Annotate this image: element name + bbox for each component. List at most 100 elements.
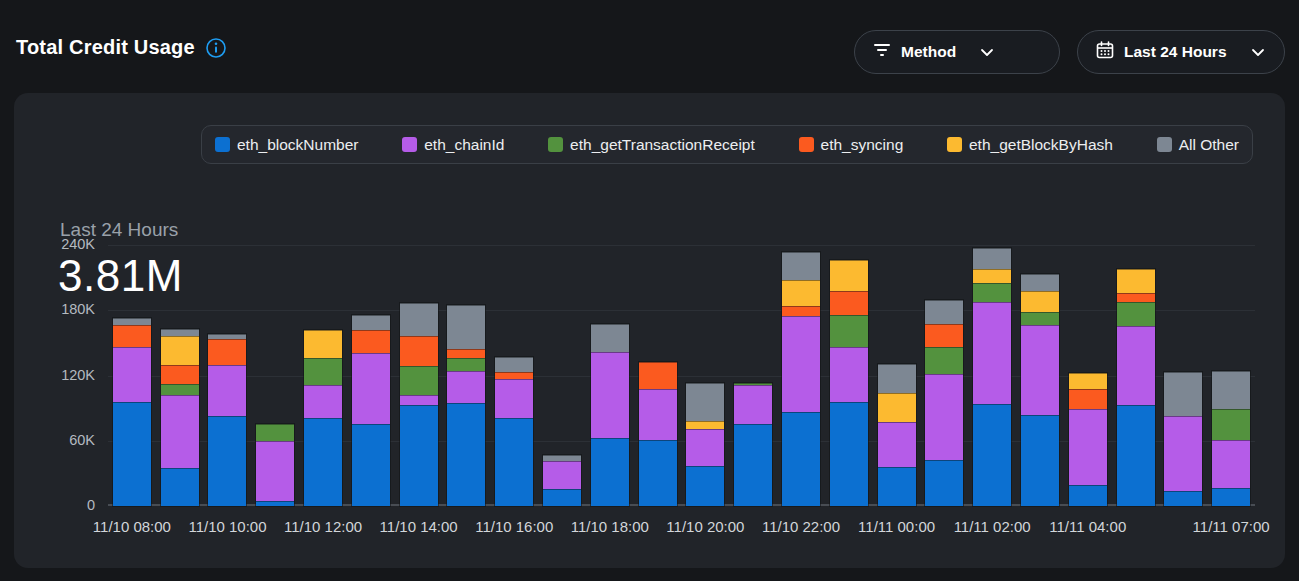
x-axis-label: 11/10 16:00 bbox=[475, 518, 553, 535]
bar-segment-eth_chainid bbox=[1021, 325, 1059, 414]
bar-segment-eth_gettransactionreceipt bbox=[1212, 409, 1250, 439]
bar-segment-all-other bbox=[1164, 372, 1202, 416]
bar-segment-all-other bbox=[1021, 274, 1059, 290]
legend-item-all-other[interactable]: All Other bbox=[1157, 136, 1239, 154]
bar-segment-eth_blocknumber bbox=[1117, 405, 1155, 506]
legend-swatch bbox=[402, 137, 417, 152]
bar-segment-eth_syncing bbox=[1069, 389, 1107, 410]
bar-segment-eth_gettransactionreceipt bbox=[447, 358, 485, 371]
bar-11-10-12-00[interactable] bbox=[304, 330, 342, 506]
bar-11-11-03-00[interactable] bbox=[1021, 274, 1059, 506]
y-axis-label: 0 bbox=[35, 497, 95, 513]
legend-swatch bbox=[799, 137, 814, 152]
legend-swatch bbox=[947, 137, 962, 152]
bar-11-10-15-00[interactable] bbox=[447, 305, 485, 506]
bar-segment-eth_blocknumber bbox=[1069, 485, 1107, 506]
bar-segment-all-other bbox=[925, 300, 963, 324]
x-axis-label: 11/10 14:00 bbox=[380, 518, 458, 535]
bar-11-10-13-00[interactable] bbox=[352, 315, 390, 506]
legend-label: eth_chainId bbox=[424, 136, 504, 154]
bar-segment-eth_blocknumber bbox=[878, 467, 916, 506]
bar-segment-eth_getblockbyhash bbox=[782, 280, 820, 306]
bar-segment-eth_syncing bbox=[208, 339, 246, 365]
method-filter-dropdown[interactable]: Method bbox=[854, 30, 1060, 74]
bar-11-10-21-00[interactable] bbox=[734, 383, 772, 506]
bar-segment-eth_getblockbyhash bbox=[304, 330, 342, 358]
bar-segment-eth_blocknumber bbox=[304, 418, 342, 506]
bar-segment-eth_syncing bbox=[782, 306, 820, 316]
bar-segment-eth_chainid bbox=[352, 353, 390, 425]
y-axis-label: 120K bbox=[35, 367, 95, 383]
bar-segment-eth_chainid bbox=[495, 379, 533, 418]
legend-swatch bbox=[1157, 137, 1172, 152]
bar-segment-eth_blocknumber bbox=[256, 501, 294, 506]
bar-segment-eth_blocknumber bbox=[782, 412, 820, 506]
bar-11-11-00-00[interactable] bbox=[878, 364, 916, 506]
bar-segment-eth_blocknumber bbox=[495, 418, 533, 506]
bar-segment-eth_blocknumber bbox=[1212, 488, 1250, 506]
bar-segment-eth_chainid bbox=[830, 347, 868, 401]
bar-segment-eth_chainid bbox=[1069, 409, 1107, 485]
legend-item-eth_syncing[interactable]: eth_syncing bbox=[799, 136, 904, 154]
chevron-down-icon bbox=[1251, 48, 1265, 57]
bar-segment-eth_syncing bbox=[352, 330, 390, 353]
page-header: Total Credit Usage bbox=[16, 36, 227, 59]
bar-segment-eth_syncing bbox=[161, 365, 199, 385]
bar-segment-eth_gettransactionreceipt bbox=[925, 347, 963, 374]
bar-segment-all-other bbox=[1212, 371, 1250, 409]
bar-segment-eth_chainid bbox=[782, 316, 820, 413]
bar-segment-eth_chainid bbox=[161, 395, 199, 468]
legend-item-eth_chainid[interactable]: eth_chainId bbox=[402, 136, 504, 154]
legend-label: eth_syncing bbox=[821, 136, 904, 154]
bar-11-11-02-00[interactable] bbox=[973, 248, 1011, 506]
legend-label: eth_getTransactionReceipt bbox=[570, 136, 755, 154]
bar-segment-all-other bbox=[686, 383, 724, 421]
bar-segment-all-other bbox=[447, 305, 485, 350]
chevron-down-icon bbox=[980, 48, 994, 57]
page-title: Total Credit Usage bbox=[16, 36, 195, 59]
bar-11-10-10-00[interactable] bbox=[208, 334, 246, 506]
legend-item-eth_blocknumber[interactable]: eth_blockNumber bbox=[215, 136, 358, 154]
legend-swatch bbox=[548, 137, 563, 152]
x-axis-label: 11/11 04:00 bbox=[1049, 518, 1126, 535]
x-axis-label: 11/11 07:00 bbox=[1193, 518, 1270, 535]
bar-11-10-16-00[interactable] bbox=[495, 357, 533, 506]
bar-segment-eth_blocknumber bbox=[161, 468, 199, 506]
bar-11-10-08-00[interactable] bbox=[113, 318, 151, 506]
bar-11-11-04-00[interactable] bbox=[1069, 373, 1107, 506]
bar-segment-all-other bbox=[878, 364, 916, 393]
bar-segment-all-other bbox=[352, 315, 390, 330]
bar-11-10-18-00[interactable] bbox=[591, 324, 629, 506]
bar-11-11-06-00[interactable] bbox=[1164, 372, 1202, 506]
bar-11-10-14-00[interactable] bbox=[400, 303, 438, 506]
bar-segment-eth_chainid bbox=[925, 374, 963, 460]
time-range-dropdown[interactable]: Last 24 Hours bbox=[1077, 30, 1285, 74]
bar-segment-eth_chainid bbox=[734, 385, 772, 424]
bar-11-10-17-00[interactable] bbox=[543, 455, 581, 506]
bar-11-11-07-00[interactable] bbox=[1212, 371, 1250, 506]
bar-11-10-23-00[interactable] bbox=[830, 260, 868, 506]
legend-item-eth_getblockbyhash[interactable]: eth_getBlockByHash bbox=[947, 136, 1113, 154]
bar-segment-eth_blocknumber bbox=[113, 402, 151, 506]
bar-segment-eth_blocknumber bbox=[400, 405, 438, 506]
bar-segment-eth_blocknumber bbox=[830, 402, 868, 506]
legend-label: eth_blockNumber bbox=[237, 136, 358, 154]
x-axis-label: 11/10 10:00 bbox=[188, 518, 266, 535]
bar-segment-eth_getblockbyhash bbox=[686, 421, 724, 429]
bar-segment-eth_syncing bbox=[113, 325, 151, 347]
bar-11-11-01-00[interactable] bbox=[925, 300, 963, 506]
bar-11-10-22-00[interactable] bbox=[782, 252, 820, 506]
bar-segment-eth_chainid bbox=[256, 441, 294, 501]
bar-11-10-11-00[interactable] bbox=[256, 424, 294, 506]
bar-segment-eth_getblockbyhash bbox=[1021, 291, 1059, 313]
bar-11-10-09-00[interactable] bbox=[161, 329, 199, 506]
bar-segment-eth_blocknumber bbox=[639, 440, 677, 506]
bar-11-11-05-00[interactable] bbox=[1117, 269, 1155, 506]
bar-segment-eth_chainid bbox=[591, 352, 629, 438]
x-axis-label: 11/10 12:00 bbox=[284, 518, 362, 535]
legend-item-eth_gettransactionreceipt[interactable]: eth_getTransactionReceipt bbox=[548, 136, 755, 154]
bar-11-10-20-00[interactable] bbox=[686, 383, 724, 506]
info-icon[interactable] bbox=[205, 37, 227, 59]
bar-11-10-19-00[interactable] bbox=[639, 362, 677, 506]
y-axis-label: 180K bbox=[35, 301, 95, 317]
